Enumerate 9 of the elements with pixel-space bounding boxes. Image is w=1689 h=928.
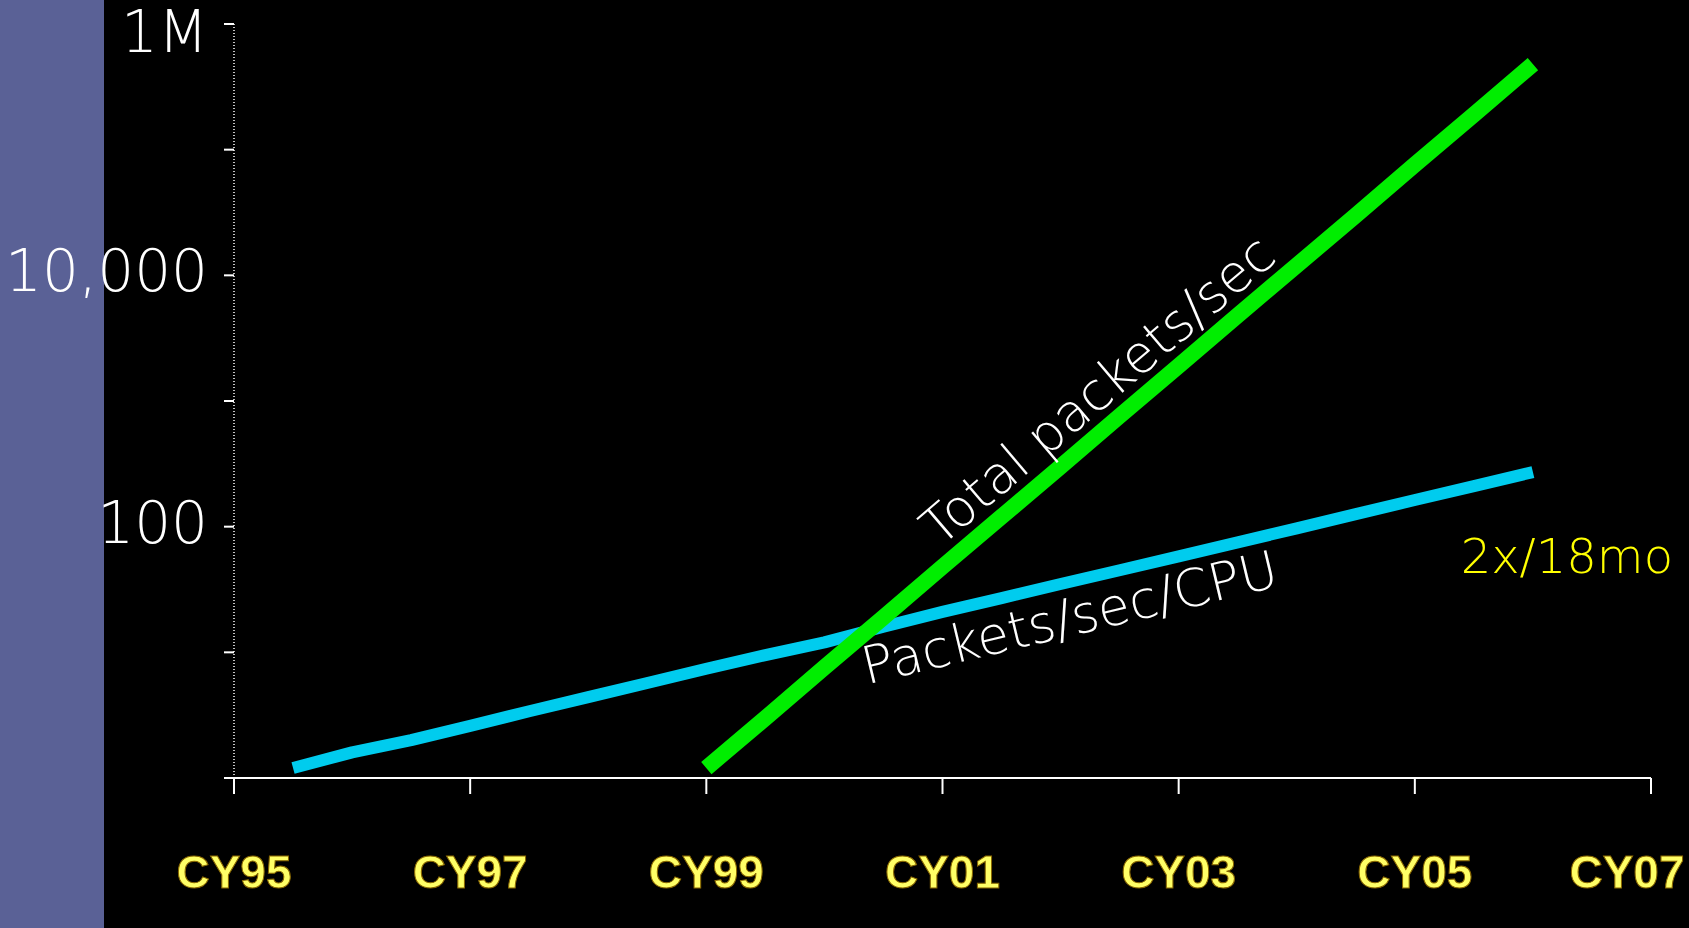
x-tick-label: CY97	[412, 846, 528, 898]
x-tick-label: CY01	[884, 846, 1001, 898]
annotation: 2x/18mo	[1460, 528, 1673, 585]
x-tick-label: CY05	[1357, 846, 1473, 898]
x-tick-label: CY03	[1121, 846, 1237, 898]
x-tick-label: CY07	[1569, 846, 1685, 898]
x-tick-label: CY99	[648, 846, 764, 898]
y-tick-label: 1M	[121, 0, 208, 66]
x-tick-label: CY95	[176, 846, 292, 898]
